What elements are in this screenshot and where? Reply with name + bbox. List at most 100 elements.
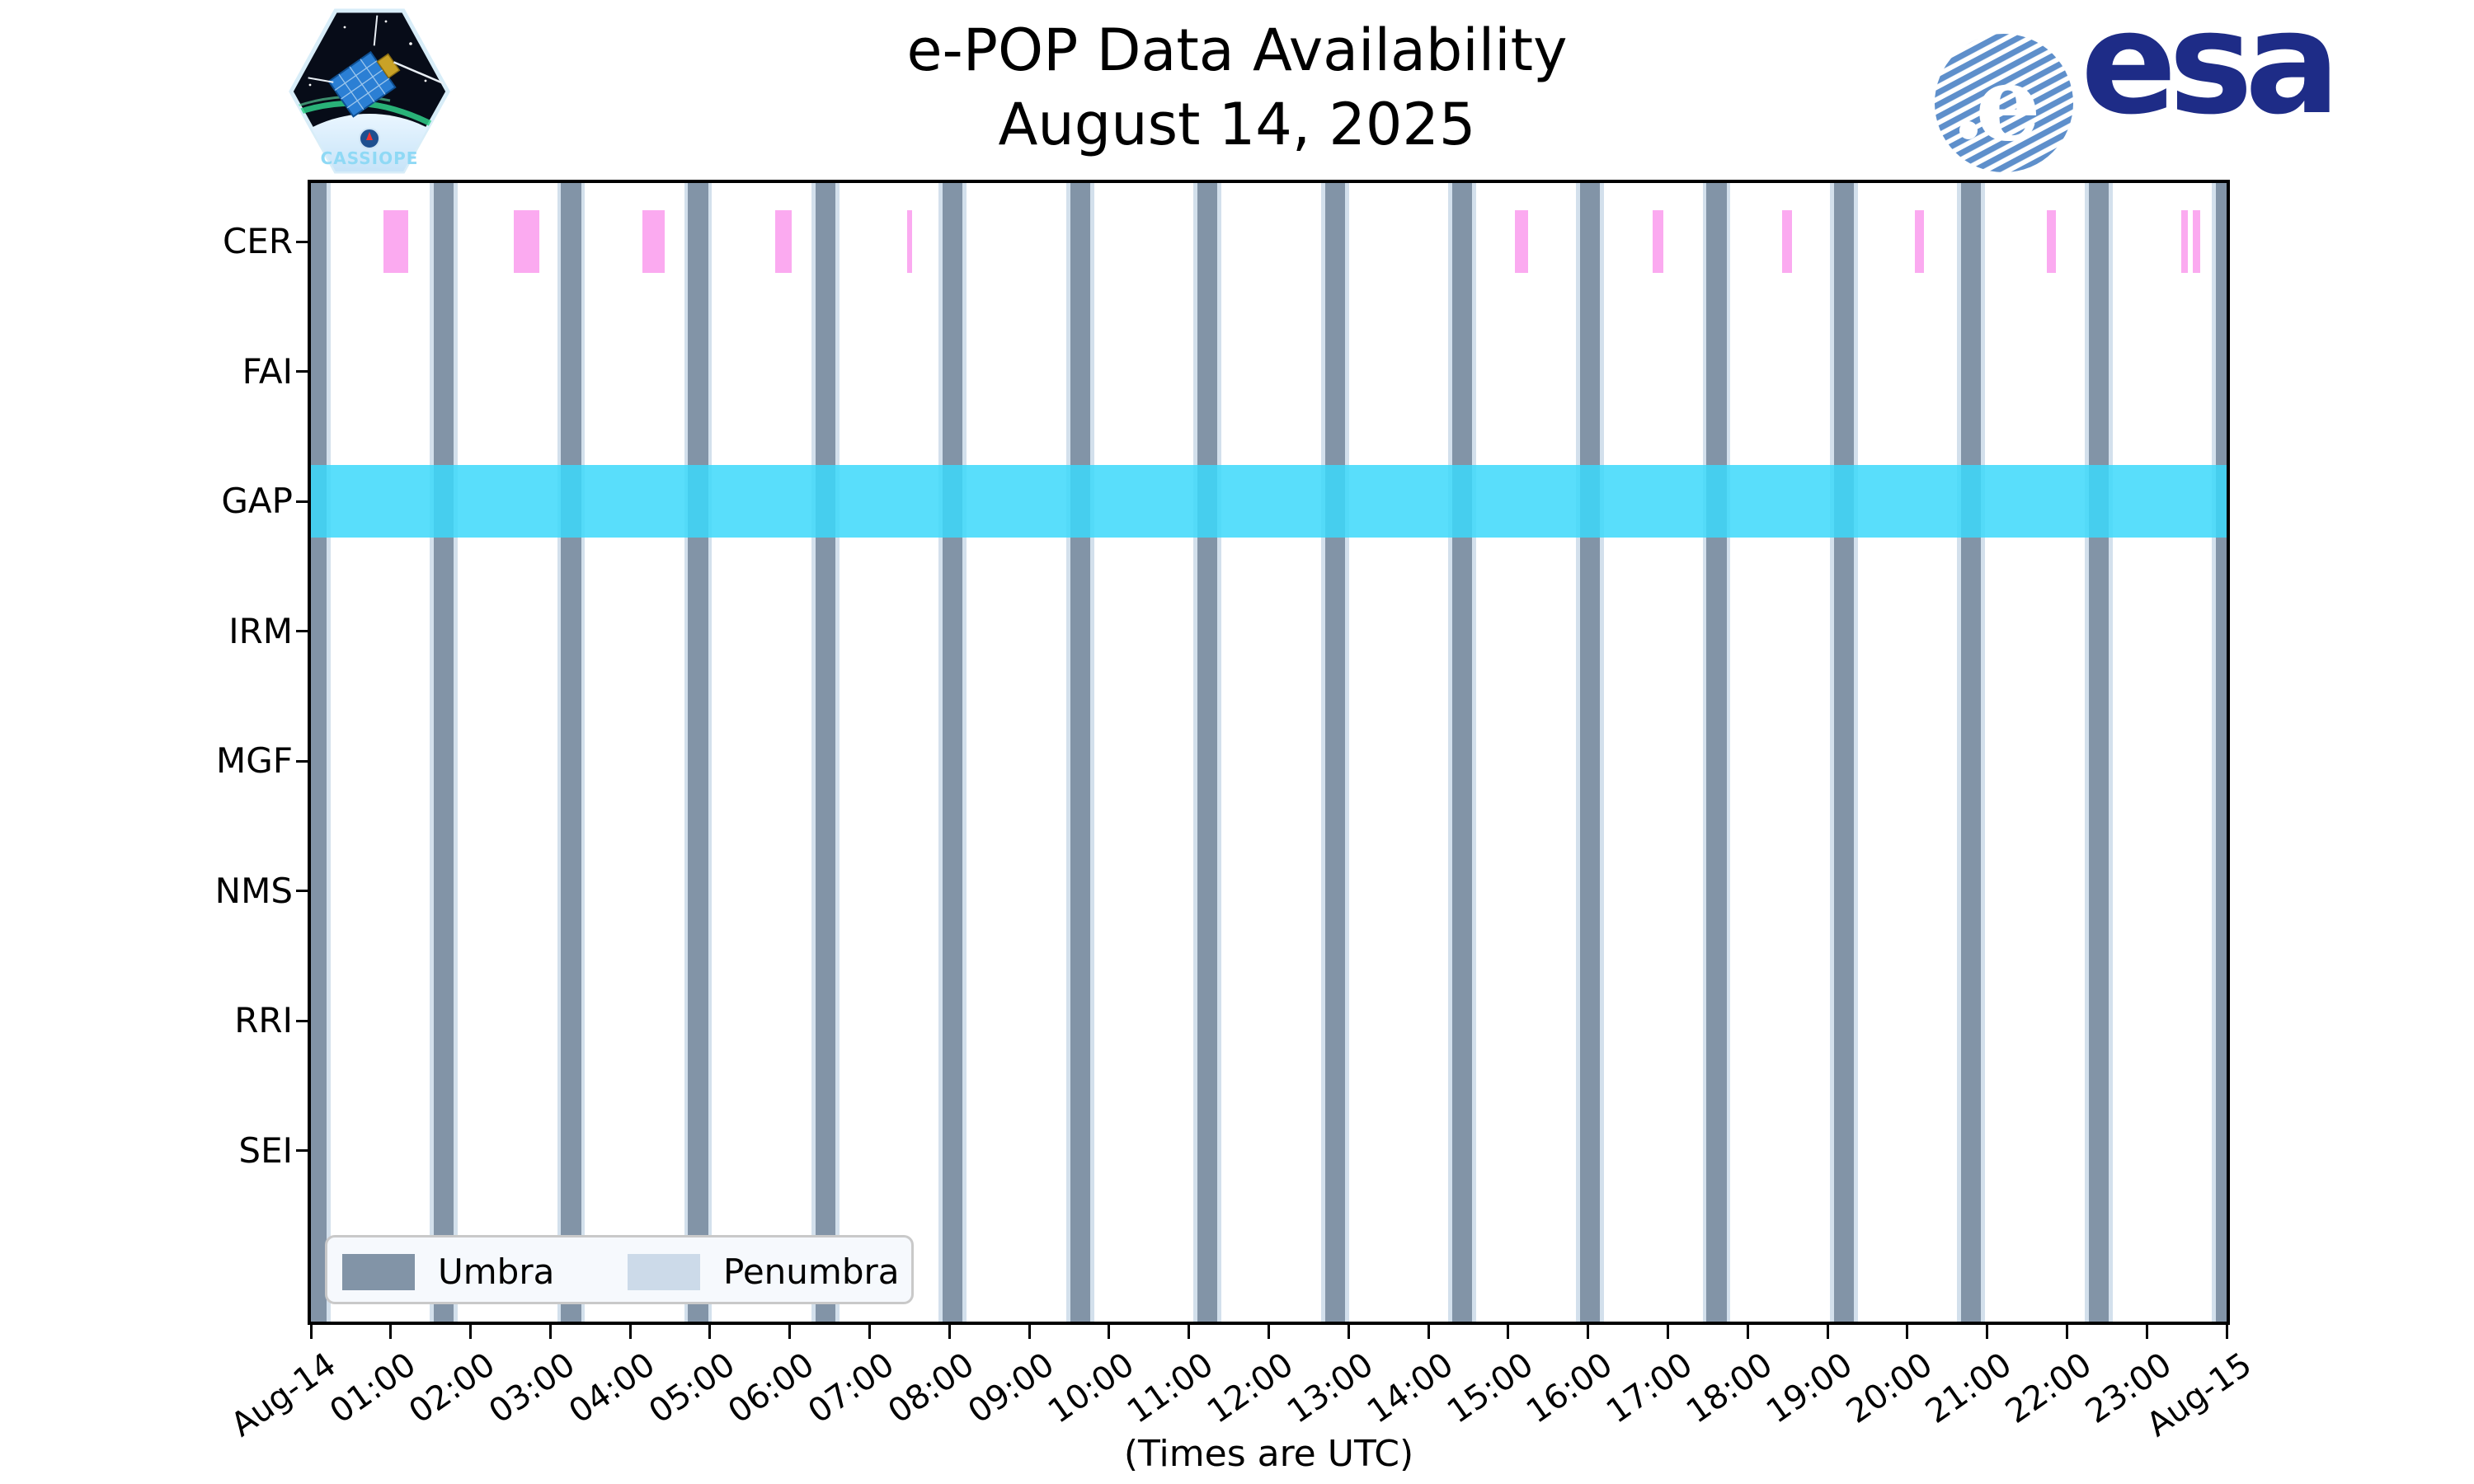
x-axis-tick-label: 14:00 <box>1360 1345 1460 1431</box>
x-axis-tick-label: 09:00 <box>961 1345 1061 1431</box>
x-axis-tick-label: 16:00 <box>1520 1345 1620 1431</box>
y-axis-tick <box>296 759 308 763</box>
x-axis-tick <box>1746 1325 1749 1339</box>
x-axis-tick-label: 03:00 <box>482 1345 582 1431</box>
umbra-bar <box>1324 183 1345 1322</box>
cassiope-patch-graphic: CASSIOPE <box>289 8 450 174</box>
cer-availability-bar <box>2047 210 2056 273</box>
x-axis-tick-label: 22:00 <box>1998 1345 2099 1431</box>
y-axis-label-fai: FAI <box>242 350 293 392</box>
x-axis-tick-label: 05:00 <box>642 1345 742 1431</box>
x-axis-tick-label: 01:00 <box>322 1345 423 1431</box>
y-axis-tick <box>296 1019 308 1022</box>
x-axis-tick <box>1587 1325 1590 1339</box>
cassiope-mission-patch: CASSIOPE <box>287 7 452 179</box>
x-axis-tick <box>868 1325 872 1339</box>
x-axis-tick <box>628 1325 632 1339</box>
y-axis-tick <box>296 240 308 243</box>
y-axis-tick <box>296 1149 308 1152</box>
x-axis-tick-label: 19:00 <box>1759 1345 1860 1431</box>
x-axis-tick-label: 17:00 <box>1600 1345 1700 1431</box>
umbra-bar <box>1451 183 1472 1322</box>
x-axis-tick-label: 18:00 <box>1679 1345 1780 1431</box>
x-axis-tick <box>1666 1325 1669 1339</box>
x-axis-tick <box>469 1325 473 1339</box>
x-axis-tick <box>1347 1325 1350 1339</box>
legend-umbra-swatch <box>342 1254 415 1290</box>
cassiope-patch-label: CASSIOPE <box>321 148 419 168</box>
y-axis-label-sei: SEI <box>238 1129 293 1171</box>
umbra-bar <box>433 183 454 1322</box>
chart-title: e-POP Data Availability <box>906 16 1568 84</box>
x-axis-tick-label: 07:00 <box>802 1345 901 1431</box>
cer-availability-bar <box>2180 210 2188 273</box>
gap-availability-band <box>311 465 2227 538</box>
umbra-bar <box>1706 183 1727 1322</box>
legend-penumbra-swatch <box>628 1254 700 1290</box>
umbra-bar <box>1197 183 1218 1322</box>
x-axis-tick <box>948 1325 951 1339</box>
umbra-bar <box>688 183 708 1322</box>
umbra-bar <box>943 183 963 1322</box>
legend-umbra-label: Umbra <box>438 1252 555 1292</box>
x-axis-tick-label: 02:00 <box>402 1345 502 1431</box>
esa-globe-icon: e <box>1935 34 2073 172</box>
y-axis-tick <box>296 630 308 632</box>
y-axis-label-cer: CER <box>222 221 293 261</box>
x-axis-tick-label: 11:00 <box>1121 1345 1221 1431</box>
x-axis-tick <box>2065 1325 2068 1339</box>
x-axis-tick-label: 13:00 <box>1280 1345 1380 1431</box>
cer-availability-bar <box>1653 210 1663 273</box>
x-axis-tick <box>389 1325 393 1339</box>
x-axis-tick <box>788 1325 792 1339</box>
cer-availability-bar <box>1781 210 1793 273</box>
x-axis-tick <box>2145 1325 2148 1339</box>
cer-availability-bar <box>383 210 409 273</box>
x-axis-tick <box>1826 1325 1829 1339</box>
x-axis-tick-label: Aug-14 <box>223 1345 343 1444</box>
chart-subtitle: August 14, 2025 <box>998 91 1476 158</box>
umbra-bar <box>816 183 836 1322</box>
x-axis-caption: (Times are UTC) <box>1123 1433 1414 1475</box>
x-axis-tick-label: 12:00 <box>1201 1345 1300 1431</box>
x-axis-tick <box>2225 1325 2228 1339</box>
esa-globe-e: e <box>1975 44 2041 164</box>
plot-area <box>311 183 2227 1322</box>
x-axis-tick <box>309 1325 313 1339</box>
x-axis-tick-label: 04:00 <box>562 1345 662 1431</box>
umbra-bar <box>1070 183 1091 1322</box>
x-axis-tick <box>1507 1325 1510 1339</box>
chart-title-block: e-POP Data Availability August 14, 2025 <box>0 13 2474 162</box>
y-axis-label-irm: IRM <box>228 610 293 651</box>
y-axis-tick <box>296 370 308 373</box>
x-axis-tick <box>1028 1325 1031 1339</box>
y-axis-tick <box>296 500 308 503</box>
esa-logo: e esa <box>1926 0 2470 196</box>
x-axis-tick <box>1268 1325 1270 1339</box>
x-axis-tick-label: 06:00 <box>722 1345 822 1431</box>
legend: Umbra Penumbra <box>325 1235 914 1304</box>
umbra-bar <box>1961 183 1982 1322</box>
umbra-bar <box>561 183 581 1322</box>
cer-availability-bar <box>1514 210 1529 273</box>
umbra-bar <box>311 183 327 1322</box>
x-axis-tick <box>708 1325 712 1339</box>
x-axis-tick <box>1188 1325 1191 1339</box>
x-axis-tick-label: 08:00 <box>881 1345 981 1431</box>
cer-availability-bar <box>775 210 792 273</box>
umbra-bar <box>1834 183 1855 1322</box>
y-axis-label-gap: GAP <box>221 481 293 521</box>
y-axis-label-mgf: MGF <box>216 740 293 781</box>
x-axis-tick <box>1906 1325 1909 1339</box>
x-axis-tick <box>1986 1325 1989 1339</box>
y-axis-label-nms: NMS <box>214 870 293 911</box>
x-axis-tick-label: 21:00 <box>1919 1345 2020 1431</box>
x-axis-tick <box>1108 1325 1111 1339</box>
x-axis-tick-label: 15:00 <box>1440 1345 1540 1431</box>
y-axis-tick <box>296 890 308 892</box>
legend-penumbra-label: Penumbra <box>723 1252 900 1292</box>
cer-availability-bar <box>2193 210 2201 273</box>
x-axis-tick-label: 20:00 <box>1839 1345 1940 1431</box>
x-axis-tick-label: 10:00 <box>1041 1345 1141 1431</box>
